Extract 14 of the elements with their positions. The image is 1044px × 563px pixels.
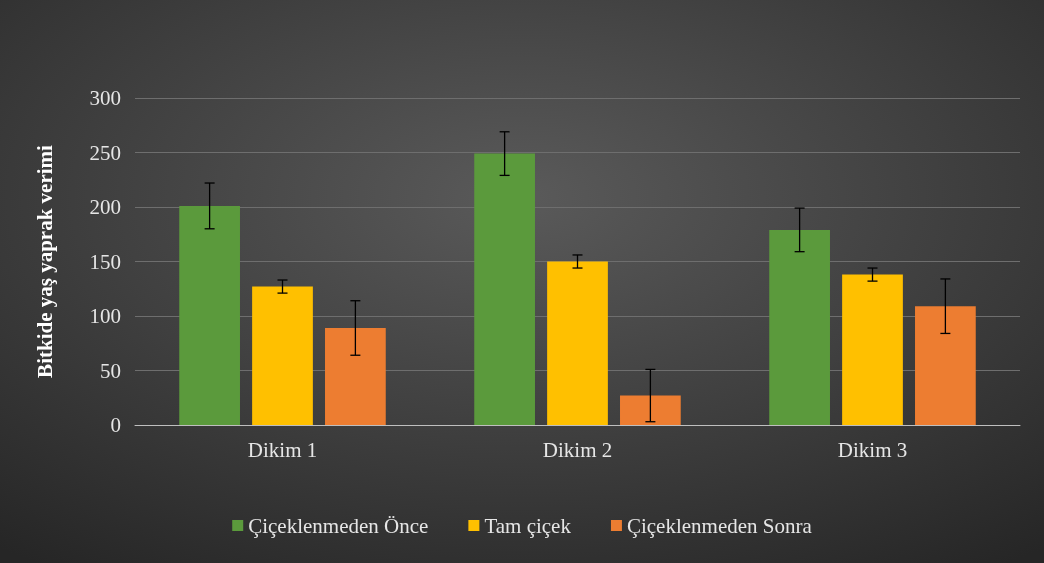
y-tick-label: 200 — [89, 195, 121, 219]
x-tick-label: Dikim 2 — [542, 437, 613, 462]
y-tick-label: 50 — [100, 358, 121, 383]
y-tick-label: 100 — [89, 304, 121, 328]
y-tick-label: 250 — [89, 140, 121, 165]
legend-label: Çiçeklenmeden Sonra — [626, 513, 813, 538]
y-tick-label: 150 — [89, 249, 121, 274]
y-tick-label: 300 — [89, 86, 121, 110]
x-tick-label: Dikim 1 — [247, 437, 318, 462]
y-tick-label: 0 — [110, 413, 121, 437]
legend-label: Çiçeklenmeden Önce — [248, 513, 429, 538]
x-tick-label: Dikim 3 — [837, 437, 908, 462]
y-axis-title: Bitkide yaş yaprak verimi — [32, 144, 57, 378]
legend-label: Tam çiçek — [484, 513, 572, 538]
